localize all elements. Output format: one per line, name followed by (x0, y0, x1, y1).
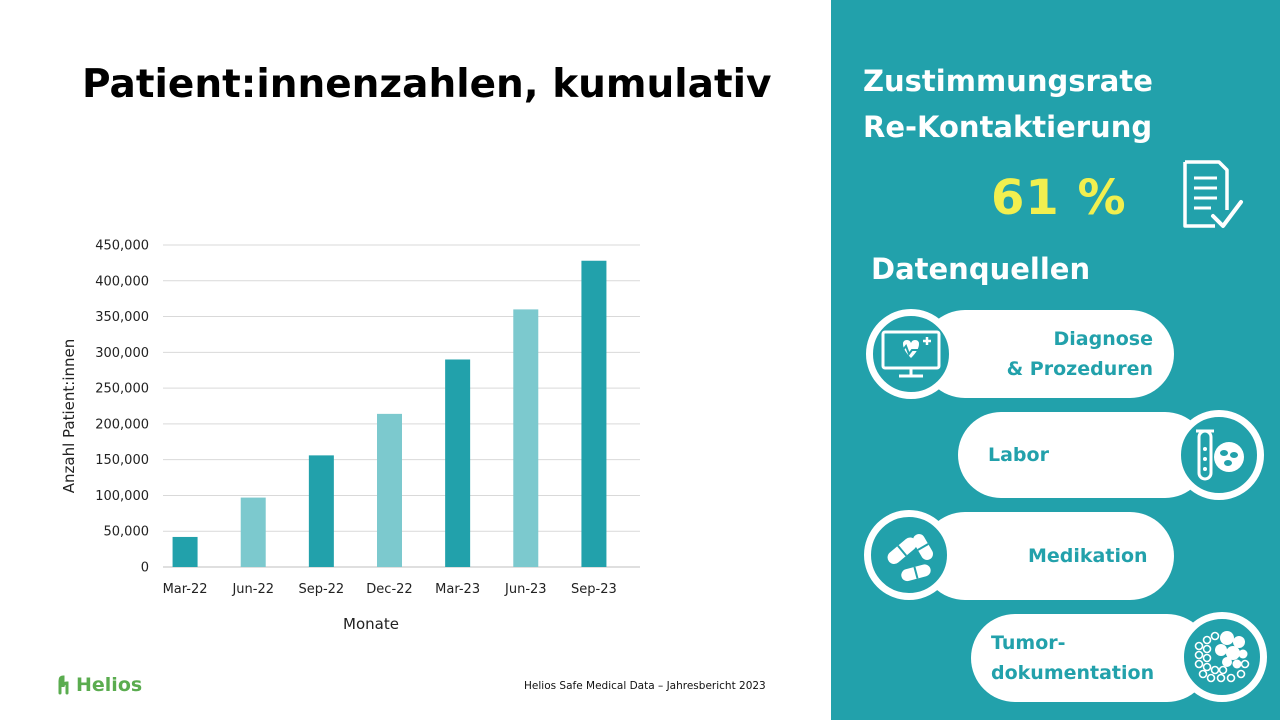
helios-logo: Helios (58, 674, 142, 696)
data-sources-heading: Datenquellen (871, 252, 1091, 286)
test-tube-cells-icon (1196, 429, 1244, 481)
y-tick-label: 400,000 (95, 274, 149, 289)
pills-icon (887, 534, 933, 582)
helios-logo-icon (58, 675, 69, 695)
document-check-icon (1183, 160, 1243, 228)
bar-sep-22 (308, 455, 334, 567)
consent-rate-heading: Zustimmungsrate Re-Kontaktierung (863, 58, 1153, 150)
source-pill-lab: Labor (958, 412, 1208, 498)
x-tick-label: Dec-22 (366, 582, 412, 597)
tumor-cells-icon (1194, 631, 1250, 683)
bar-mar-23 (445, 359, 471, 567)
info-panel: Zustimmungsrate Re-Kontaktierung 61 % Da… (831, 0, 1280, 720)
source-icon-circle-medication (864, 510, 954, 600)
bar-jun-23 (513, 309, 539, 567)
y-tick-label: 0 (141, 561, 149, 576)
monitor-heart-icon (881, 330, 941, 378)
cumulative-patients-bar-chart: 0 50,000 100,000 150,000 200,000 250,000 300,0… (60, 239, 640, 633)
x-tick-label: Jun-22 (231, 582, 274, 597)
source-pill-tumor-documentation: Tumor- dokumentation (971, 614, 1211, 702)
source-label-tumor-documentation: Tumor- dokumentation (991, 632, 1155, 684)
y-tick-label: 200,000 (95, 417, 149, 432)
bar-jun-22 (240, 497, 266, 567)
y-tick-label: 150,000 (95, 453, 149, 468)
source-pill-diagnoses: Diagnose & Prozeduren (921, 310, 1174, 398)
bar-dec-22 (377, 413, 402, 567)
bar-mar-22 (172, 536, 198, 567)
footer-text: Helios Safe Medical Data – Jahresbericht… (524, 680, 766, 692)
source-label-medication: Medikation (1028, 545, 1148, 567)
y-tick-label: 100,000 (95, 489, 149, 504)
consent-rate-value: 61 % (991, 170, 1127, 226)
x-tick-label: Mar-23 (435, 582, 480, 597)
source-pill-medication: Medikation (921, 512, 1174, 600)
y-tick-label: 250,000 (95, 382, 149, 397)
source-icon-circle-tumor-documentation (1177, 612, 1267, 702)
y-tick-label: 50,000 (104, 525, 150, 540)
y-tick-label: 350,000 (95, 310, 149, 325)
x-axis-title: Monate (343, 615, 399, 633)
y-axis-title: Anzahl Patient:innen (60, 339, 78, 493)
source-label-diagnoses: Diagnose & Prozeduren (1006, 328, 1153, 380)
slide-title: Patient:innenzahlen, kumulativ (82, 62, 772, 107)
x-tick-label: Jun-23 (504, 582, 547, 597)
x-tick-label: Sep-22 (298, 582, 344, 597)
consent-rate-heading-line1: Zustimmungsrate (863, 64, 1153, 98)
bar-sep-23 (581, 260, 607, 567)
x-tick-label: Mar-22 (163, 582, 208, 597)
source-icon-circle-diagnoses (866, 309, 956, 399)
source-icon-circle-lab (1174, 410, 1264, 500)
y-tick-label: 450,000 (95, 239, 149, 254)
source-label-lab: Labor (988, 444, 1049, 466)
helios-logo-text: Helios (76, 674, 143, 696)
consent-rate-heading-line2: Re-Kontaktierung (863, 110, 1153, 144)
y-tick-label: 300,000 (95, 346, 149, 361)
x-tick-label: Sep-23 (571, 582, 617, 597)
